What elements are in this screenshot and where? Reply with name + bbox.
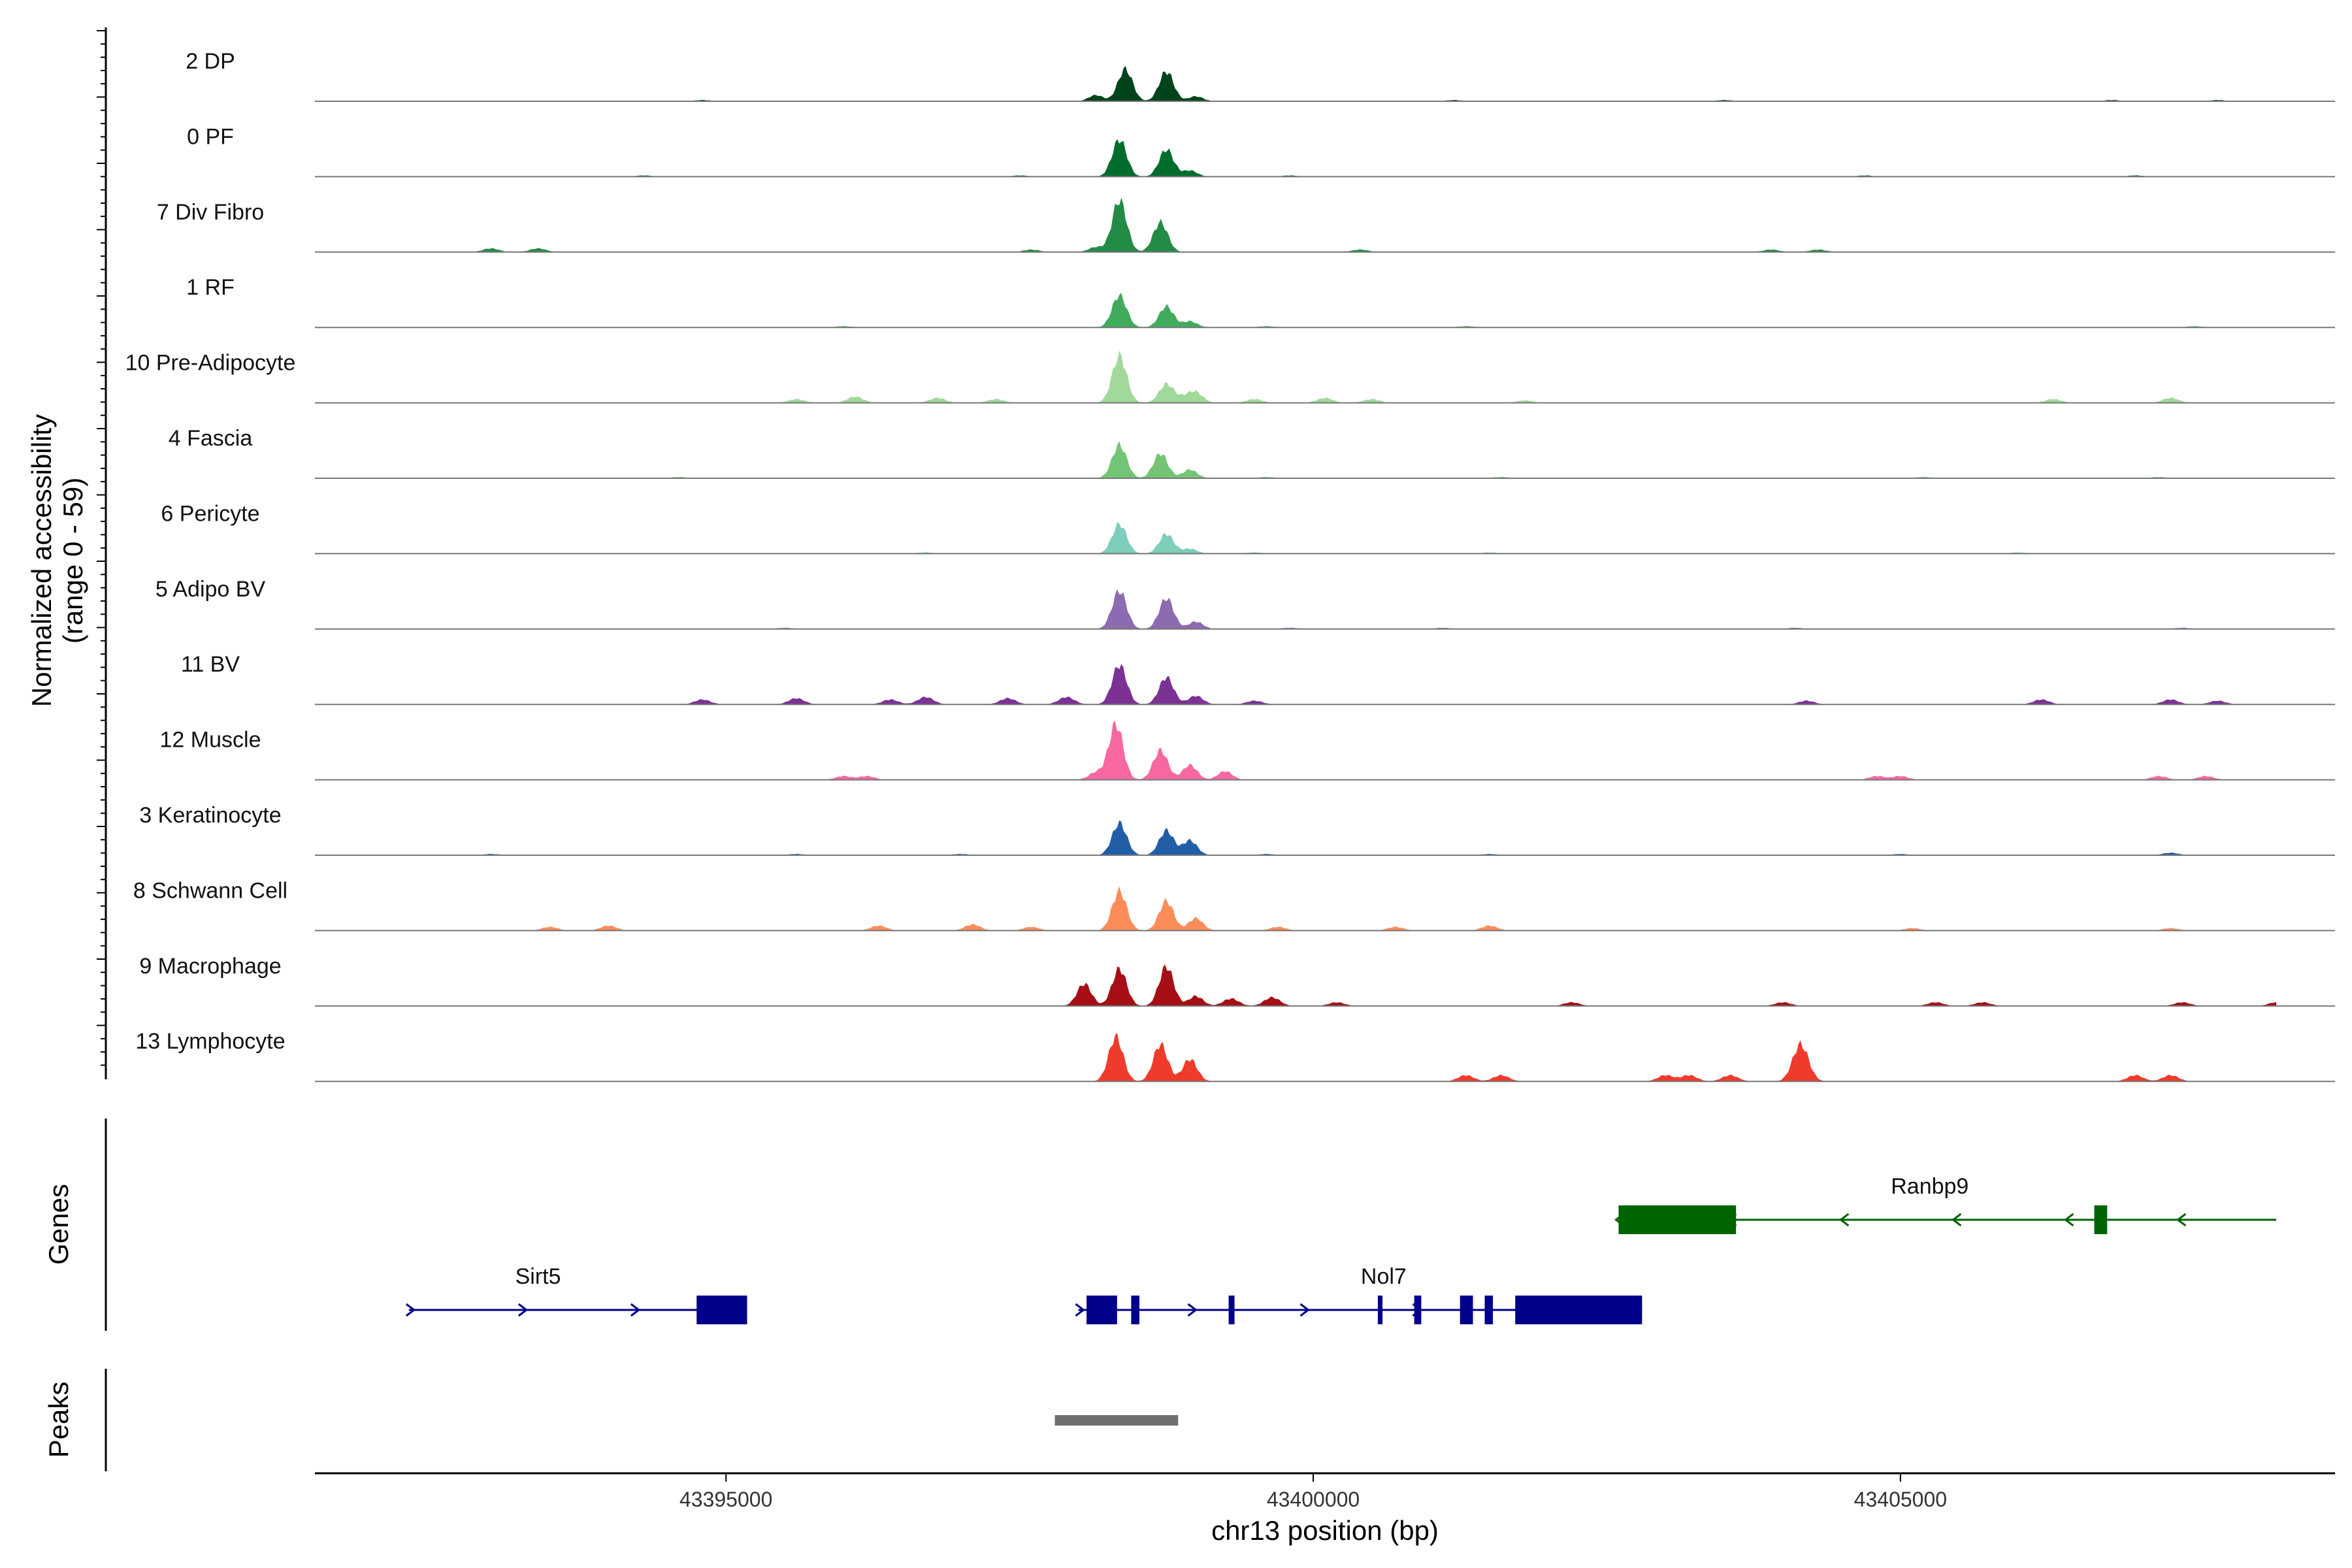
gene-track: Sirt5 Nol7 Ranbp9 [405,1174,2277,1324]
coverage-area [408,65,2277,101]
gene-1: Nol7 [1075,1264,1642,1324]
track-label: 1 RF [186,275,235,300]
gene-name: Nol7 [1361,1264,1407,1289]
strand-arrow [1838,1213,1850,1227]
track-7: 5 Adipo BV [155,577,2335,630]
strand-arrow [630,1303,641,1317]
coverage-area [408,293,2277,328]
peak-track [1054,1415,1179,1426]
gene-exon [1228,1296,1235,1324]
strand-arrow [2176,1213,2187,1227]
gene-exon [1618,1205,1737,1234]
track-label: 13 Lymphocyte [135,1029,285,1054]
gene-2: Ranbp9 [1614,1174,2277,1234]
coverage-area [408,441,2277,478]
gene-exon [1131,1296,1139,1324]
x-tick-label: 43400000 [1267,1488,1360,1511]
strand-arrow [1187,1303,1198,1317]
x-axis-title: chr13 position (bp) [1211,1515,1439,1546]
track-label: 5 Adipo BV [155,577,266,602]
strand-arrow [1299,1303,1310,1317]
track-6: 6 Pericyte [161,501,2335,555]
coverage-area [408,350,2277,403]
coverage-area [408,820,2277,855]
track-label: 2 DP [186,49,235,74]
gene-0: Sirt5 [405,1264,747,1324]
track-label: 6 Pericyte [161,501,259,526]
coverage-area [408,1032,2277,1082]
peaks-track-title: Peaks [43,1382,74,1458]
track-label: 7 Div Fibro [157,200,264,225]
track-12: 9 Macrophage [139,954,2335,1007]
genes-track-title: Genes [43,1184,74,1265]
strand-arrow [1075,1303,1085,1317]
gene-exon [1515,1296,1642,1324]
track-1: 0 PF [187,124,2335,178]
strand-arrow [517,1303,529,1317]
gene-name: Ranbp9 [1891,1174,1968,1199]
gene-exon [1377,1296,1383,1324]
track-0: 2 DP [186,49,2335,102]
y-axis-range: (range 0 - 59) [57,478,88,644]
track-label: 11 BV [181,652,240,677]
gene-exon [2094,1205,2108,1234]
track-label: 0 PF [187,124,234,149]
coverage-area [408,886,2277,931]
gene-name: Sirt5 [515,1264,561,1289]
track-label: 12 Muscle [160,728,261,753]
gene-exon [696,1296,747,1324]
x-axis-ticks: 43395000 43400000 43405000 [679,1473,1947,1511]
y-axis-ticks [97,27,107,1079]
track-label: 4 Fascia [169,426,253,451]
gene-exon [1484,1296,1494,1324]
coverage-area [408,521,2277,554]
track-3: 1 RF [186,275,2335,329]
track-9: 12 Muscle [160,721,2335,781]
track-5: 4 Fascia [169,426,2335,479]
coverage-tracks: 2 DP 0 PF 7 Div Fibro 1 RF 10 Pre-Adipocyte 4… [125,49,2335,1083]
x-tick-label: 43395000 [679,1488,772,1511]
gene-exon [1086,1296,1117,1324]
track-10: 3 Keratinocyte [139,803,2335,856]
track-13: 13 Lymphocyte [135,1029,2335,1083]
track-label: 9 Macrophage [139,954,281,979]
track-label: 8 Schwann Cell [133,878,287,903]
coverage-area [408,721,2277,780]
y-axis-title: Normalized accessibility [26,414,57,707]
track-11: 8 Schwann Cell [133,878,2335,932]
x-tick-label: 43405000 [1854,1488,1947,1511]
strand-arrow [2063,1213,2074,1227]
coverage-area [408,664,2277,705]
track-label: 3 Keratinocyte [139,803,281,828]
coverage-area [408,197,2277,252]
gene-exon [1460,1296,1473,1324]
coverage-area [408,139,2277,177]
gene-exon [1414,1296,1422,1324]
track-2: 7 Div Fibro [157,197,2335,253]
track-8: 11 BV [181,652,2335,706]
strand-arrow [405,1303,416,1317]
track-4: 10 Pre-Adipocyte [125,350,2335,404]
coverage-area [408,964,2277,1006]
coverage-area [408,589,2277,629]
strand-arrow [1951,1213,1962,1227]
track-label: 10 Pre-Adipocyte [125,351,296,376]
peak-region [1054,1415,1179,1426]
